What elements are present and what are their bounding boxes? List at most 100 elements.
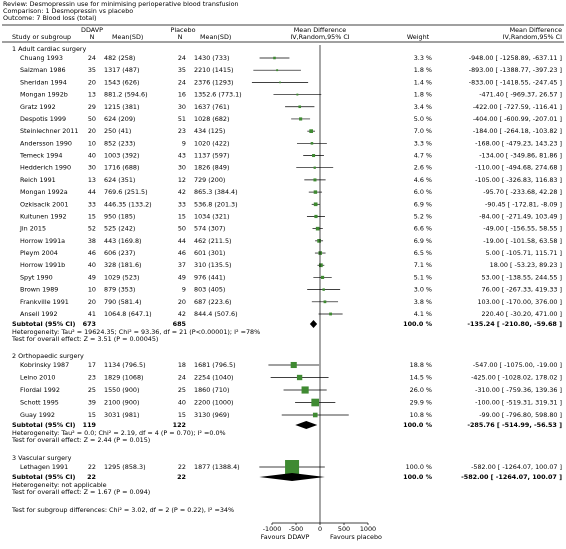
study-box	[298, 105, 302, 109]
heterogeneity: Heterogeneity: not applicable	[12, 481, 107, 489]
placebo-mean-sd: 1352.6 (773.1)	[194, 91, 242, 99]
weight: 4.7 %	[414, 152, 432, 160]
ddavp-mean-sd: 446.35 (133.2)	[104, 200, 152, 208]
ddavp-n: 23	[88, 374, 96, 382]
weight: 7.1 %	[414, 261, 432, 269]
placebo-n: 40	[178, 399, 186, 407]
subtotal-placebo-n: 22	[177, 473, 186, 481]
study-box	[273, 56, 276, 60]
subtotal-label: Subtotal (95% CI)	[12, 473, 75, 481]
ddavp-n: 33	[88, 200, 96, 208]
study-box	[314, 214, 318, 219]
ddavp-n: 15	[88, 212, 96, 220]
study-name: Gratz 1992	[20, 103, 56, 111]
study-name: Flordal 1992	[20, 386, 60, 394]
mean-difference: -948.00 [ -1258.89, -637.11 ]	[469, 54, 562, 62]
placebo-n: 25	[178, 386, 186, 394]
ddavp-n: 40	[88, 261, 96, 269]
placebo-mean-sd: 1877 (1388.4)	[194, 463, 240, 471]
study-box	[299, 117, 303, 121]
column-header: N	[90, 33, 95, 41]
placebo-mean-sd: 601 (301)	[194, 249, 225, 257]
ddavp-mean-sd: 1064.8 (647.1)	[104, 310, 152, 318]
study-name: Mongan 1992b	[20, 91, 68, 99]
ddavp-n: 29	[88, 103, 96, 111]
subtotal-mean-difference: -582.00 [ -1264.07, 100.07 ]	[461, 473, 562, 481]
ddavp-n: 13	[88, 91, 96, 99]
placebo-mean-sd: 2210 (1415)	[194, 66, 234, 74]
ddavp-mean-sd: 1295 (858.3)	[104, 463, 146, 471]
study-name: Steinlechner 2011	[20, 127, 79, 135]
mean-difference: -19.00 [ -101.58, 63.58 ]	[483, 237, 562, 245]
ddavp-mean-sd: 250 (41)	[104, 127, 131, 135]
mean-difference: 76.00 [ -267.33, 419.33 ]	[482, 286, 562, 294]
mean-difference: 103.00 [ -170.00, 376.00 ]	[477, 298, 562, 306]
column-header: Placebo	[171, 26, 196, 34]
study-name: Frankville 1991	[20, 298, 69, 306]
subtotal-mean-difference: -135.24 [ -210.80, -59.68 ]	[467, 320, 562, 328]
subtotal-label: Subtotal (95% CI)	[12, 421, 75, 429]
subtotal-diamond	[295, 421, 318, 429]
weight: 6.5 %	[414, 249, 432, 257]
study-box	[323, 300, 327, 304]
placebo-mean-sd: 976 (441)	[194, 273, 225, 281]
weight: 4.1 %	[414, 310, 432, 318]
placebo-n: 50	[178, 225, 186, 233]
placebo-n: 44	[178, 237, 186, 245]
ddavp-n: 10	[88, 139, 96, 147]
study-name: Hedderich 1990	[20, 164, 71, 172]
header-line: Comparison: 1 Desmopressin vs placebo	[3, 7, 133, 15]
weight: 1.8 %	[414, 91, 432, 99]
x-tick-label: -500	[289, 525, 304, 533]
study-name: Reich 1991	[20, 176, 56, 184]
weight: 3.3 %	[414, 139, 432, 147]
ddavp-mean-sd: 881.2 (594.6)	[104, 91, 148, 99]
mean-difference: -90.45 [ -172.81, -8.09 ]	[485, 200, 562, 208]
study-box	[313, 178, 317, 182]
weight: 4.6 %	[414, 176, 432, 184]
ddavp-mean-sd: 1215 (381)	[104, 103, 139, 111]
mean-difference: -404.00 [ -600.99, -207.01 ]	[473, 115, 562, 123]
study-box	[309, 129, 314, 133]
weight: 29.9 %	[410, 399, 432, 407]
subtotal-ddavp-n: 22	[87, 473, 96, 481]
x-tick-label: 500	[338, 525, 350, 533]
weight: 3.4 %	[414, 103, 432, 111]
subtotal-ddavp-n: 673	[83, 320, 96, 328]
study-box	[317, 239, 321, 243]
mean-difference: -110.00 [ -494.68, 274.68 ]	[475, 164, 562, 172]
mean-difference: -833.00 [ -1418.55, -247.45 ]	[469, 78, 562, 86]
ddavp-n: 41	[88, 310, 96, 318]
study-name: Sheridan 1994	[20, 78, 67, 86]
study-name: Jin 2015	[19, 225, 46, 233]
ddavp-mean-sd: 1029 (523)	[104, 273, 139, 281]
placebo-mean-sd: 844.4 (507.6)	[194, 310, 238, 318]
study-box	[296, 374, 303, 381]
mean-difference: -422.00 [ -727.59, -116.41 ]	[473, 103, 562, 111]
placebo-mean-sd: 434 (125)	[194, 127, 225, 135]
mean-difference: -49.00 [ -156.55, 58.55 ]	[483, 225, 562, 233]
placebo-n: 16	[178, 91, 186, 99]
subtotal-label: Subtotal (95% CI)	[12, 320, 75, 328]
ddavp-mean-sd: 443 (169.8)	[104, 237, 142, 245]
weight: 26.0 %	[410, 386, 432, 394]
ddavp-n: 30	[88, 164, 96, 172]
ddavp-n: 20	[88, 78, 96, 86]
favours-right: Favours placebo	[330, 533, 382, 541]
subtotal-mean-difference: -285.76 [ -514.99, -56.53 ]	[467, 421, 562, 429]
ddavp-mean-sd: 606 (237)	[104, 249, 135, 257]
ddavp-mean-sd: 1317 (487)	[104, 66, 139, 74]
placebo-mean-sd: 2376 (1293)	[194, 78, 234, 86]
mean-difference: 18.00 [ -53.23, 89.23 ]	[490, 261, 562, 269]
x-tick-label: 0	[318, 525, 322, 533]
ddavp-mean-sd: 1829 (1068)	[104, 374, 144, 382]
column-header: DDAVP	[81, 26, 103, 34]
ddavp-n: 25	[88, 386, 96, 394]
subgroup-test: Test for subgroup differences: Chi² = 3.…	[11, 506, 234, 514]
ddavp-n: 46	[88, 249, 96, 257]
study-name: Ansell 1992	[20, 310, 58, 318]
study-box	[322, 288, 325, 291]
placebo-mean-sd: 687 (223.6)	[194, 298, 232, 306]
ddavp-mean-sd: 1716 (688)	[104, 164, 139, 172]
